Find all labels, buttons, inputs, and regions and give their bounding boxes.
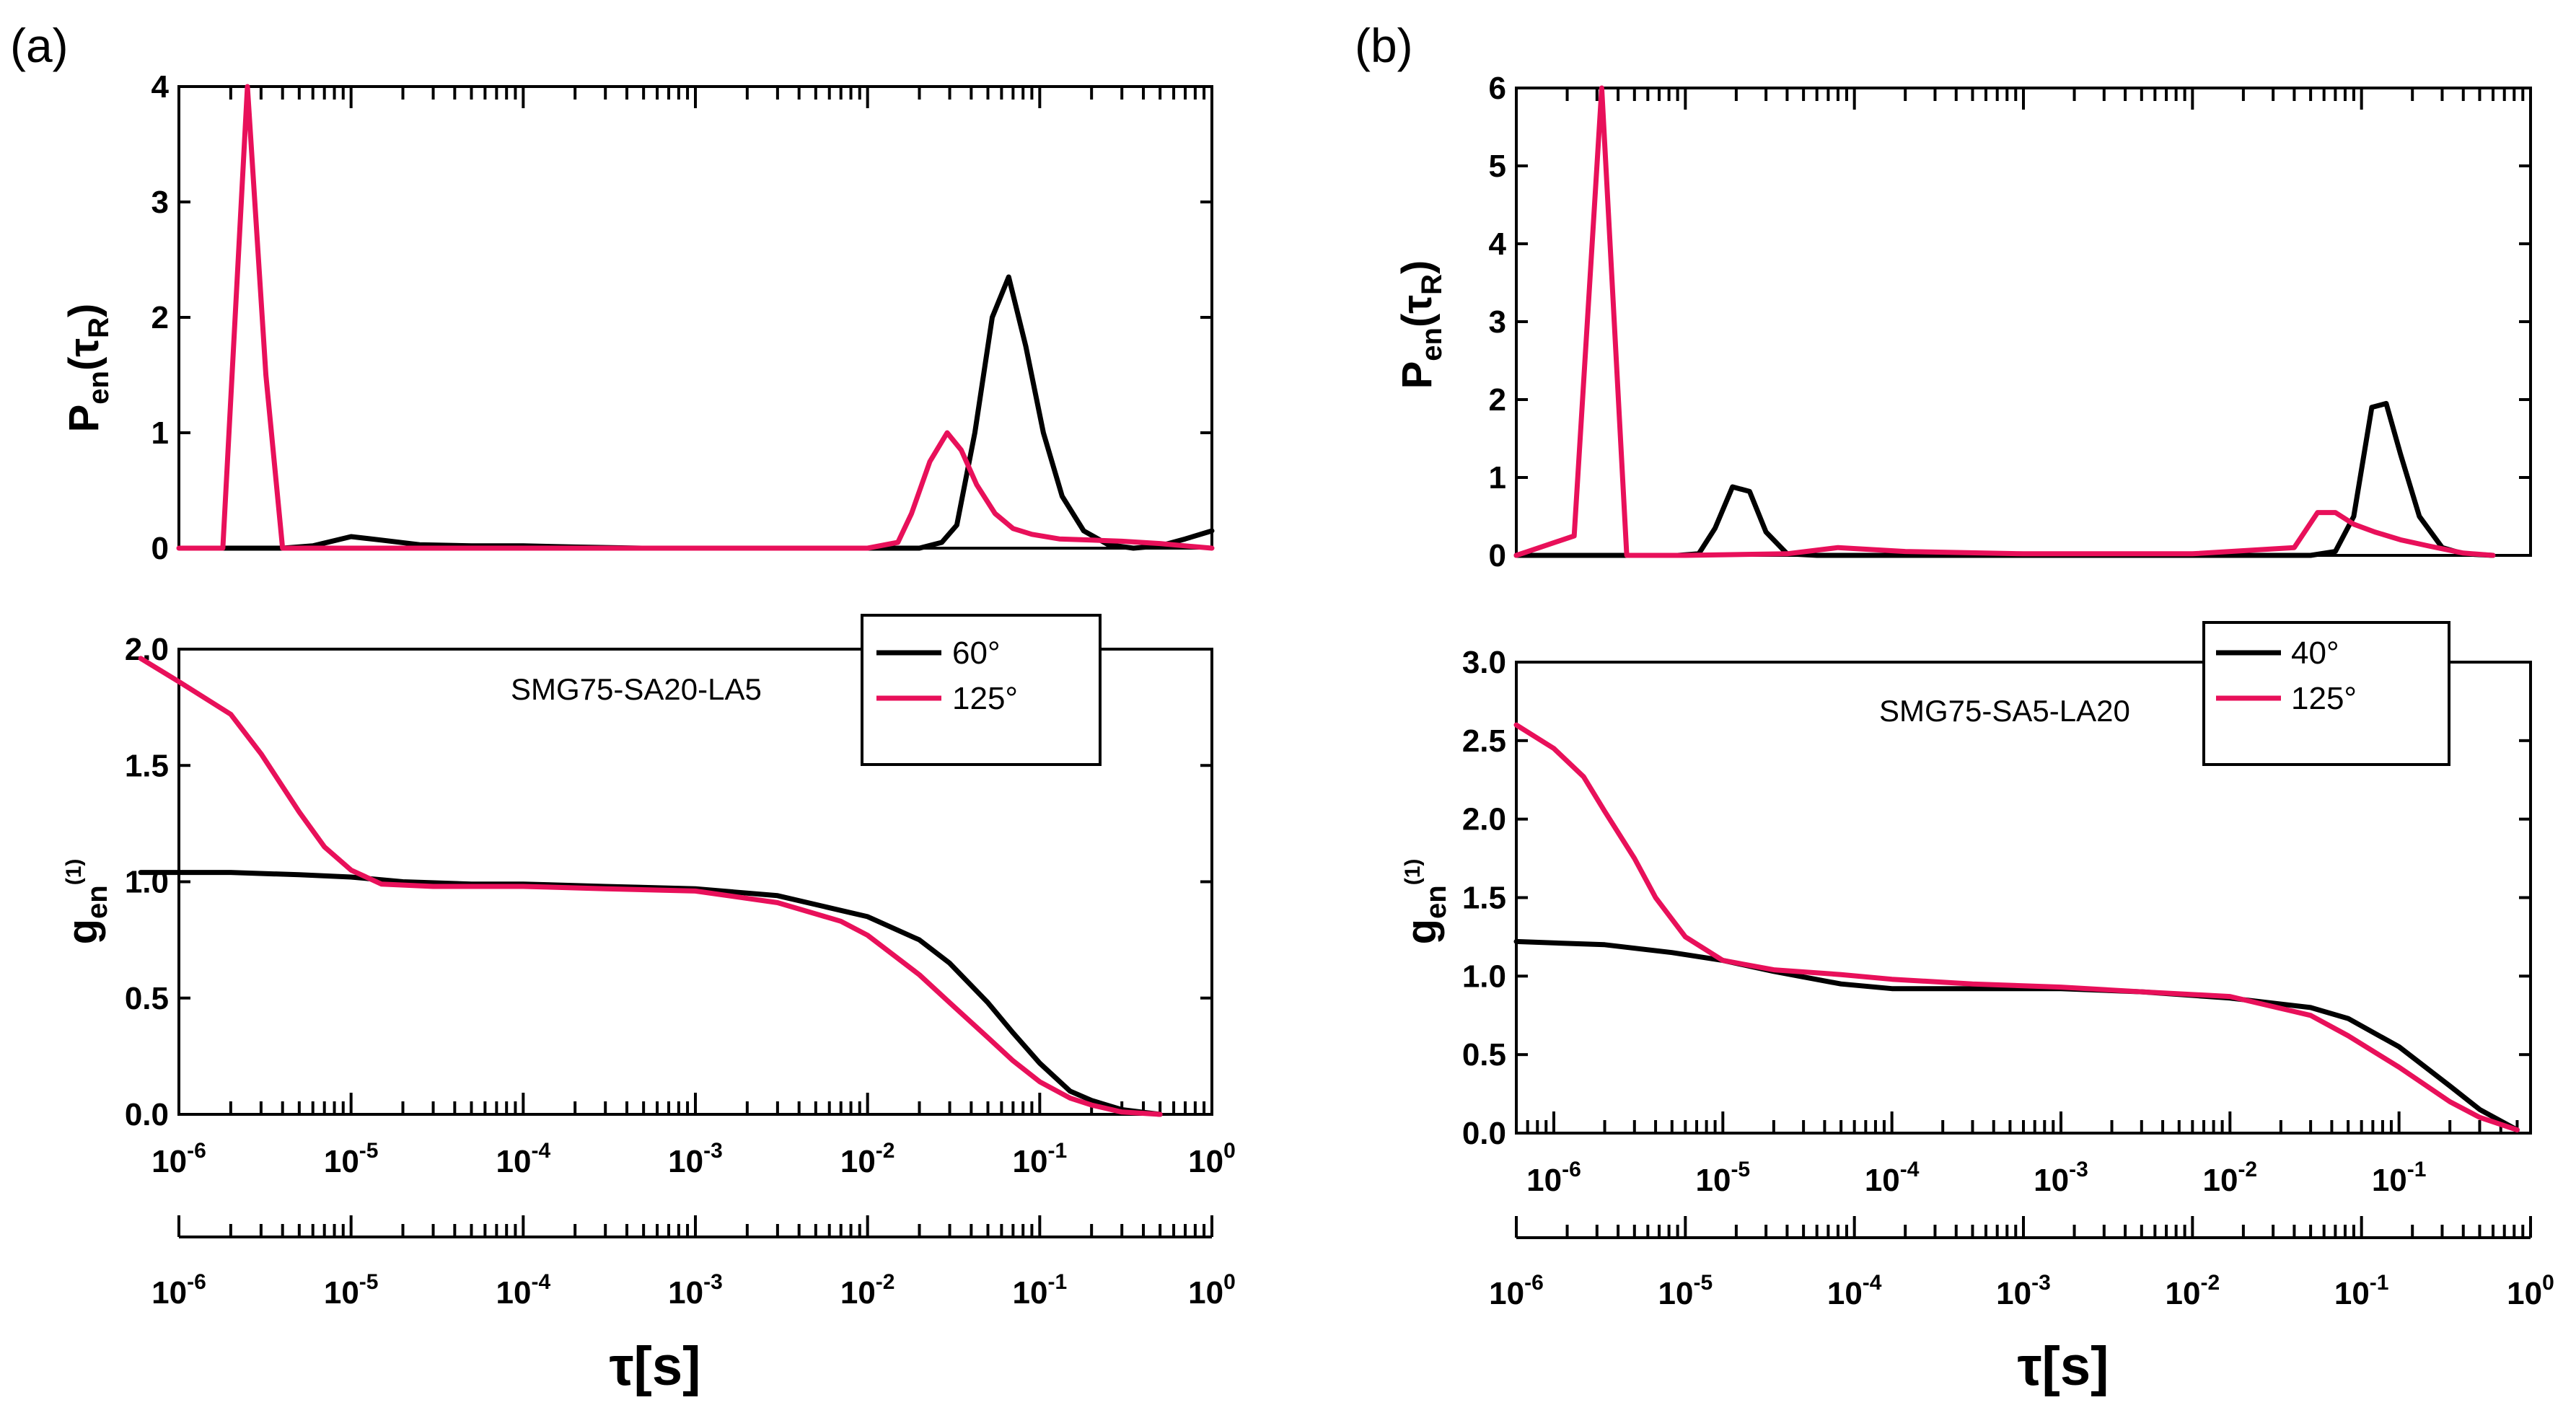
panel-b-top-y-tick-label: 1 [1489, 460, 1506, 496]
panel-b-top-y-tick-label: 6 [1489, 71, 1506, 106]
panel-a-bottom-x-tick-label: 10-6 [151, 1139, 206, 1179]
panel-a-top-series [176, 84, 1215, 551]
panel-b-top-y-tick-label: 5 [1489, 149, 1506, 184]
panel-b-top-series-0 [1513, 400, 2496, 558]
panel-b: (b) 0 1 2 3 4 5 6 Pen(τR) 0.0 0.5 1.0 1.5 2.0 2.5 3.… [1355, 19, 2554, 1397]
panel-b-bottom-y-tick-label: 1.0 [1462, 959, 1506, 994]
panel-b-legend: 40° 125° [2202, 621, 2450, 766]
panel-b-top-series [1513, 85, 2496, 558]
panel-a-sample-name: SMG75-SA20-LA5 [511, 672, 762, 706]
panel-a-top-y-tick-label: 3 [151, 185, 169, 220]
panel-a-bottom-y-tick-label: 1.5 [125, 748, 169, 783]
panel-b-bottom-x-tick-label: 10-4 [1865, 1158, 1920, 1198]
panel-b-bottom-y-axis: 0.0 0.5 1.0 1.5 2.0 2.5 3.0 [1462, 645, 2531, 1151]
panel-a-label: (a) [10, 19, 69, 72]
panel-b-top-y-tick-label: 3 [1489, 304, 1506, 340]
panel-a-tau-tick-label: 10-3 [668, 1270, 723, 1311]
panel-a-legend-label-125: 125° [952, 681, 1018, 716]
panel-a-bottom-x-tick-label: 10-4 [496, 1139, 551, 1179]
panel-b-tau-tick-label: 10-2 [2166, 1271, 2220, 1311]
panel-b-tau-tick-label: 10-1 [2334, 1271, 2389, 1311]
panel-b-bottom-x-tick-label: 10-2 [2202, 1158, 2257, 1198]
panel-a-bottom-series [138, 656, 1163, 1117]
panel-b-top-y-tick-label: 0 [1489, 538, 1506, 573]
panel-b-top-y-tick-label: 4 [1489, 226, 1507, 262]
panel-a-top-y-tick-label: 2 [151, 300, 169, 335]
panel-b-bottom-x-tick-label: 10-1 [2372, 1158, 2427, 1198]
panel-b-tau-tick-label: 100 [2507, 1271, 2554, 1311]
panel-a-bottom-y-axis: 0.00.51.01.52.0 [125, 632, 1212, 1132]
panel-b-tau-tick-label: 10-5 [1658, 1271, 1713, 1311]
panel-a-bottom-x-tick-label: 10-2 [840, 1139, 895, 1179]
panel-a-bottom-y-tick-label: 1.0 [125, 865, 169, 900]
panel-a-xlabel: τ[s] [610, 1336, 701, 1397]
panel-a-tau-tick-label: 100 [1188, 1270, 1236, 1311]
panel-b-bottom-series-1 [1513, 722, 2520, 1133]
panel-a-tau-tick-label: 10-4 [496, 1270, 551, 1311]
panel-a-legend-label-60: 60° [952, 635, 1001, 671]
panel-a-top-y-tick-label: 0 [151, 531, 169, 566]
panel-b-tau-axis: 10-6 10-5 10-4 10-3 10-2 10-1 100 [1489, 1216, 2554, 1311]
panel-b-top-ylabel: Pen(τR) [1394, 260, 1448, 389]
panel-b-bottom-y-tick-label: 3.0 [1462, 645, 1506, 680]
panel-b-tau-tick-label: 10-4 [1827, 1271, 1882, 1311]
panel-b-xlabel: τ[s] [2018, 1336, 2109, 1397]
panel-b-bottom-y-tick-label: 2.5 [1462, 723, 1506, 759]
panel-b-bottom-y-tick-label: 0.5 [1462, 1037, 1506, 1073]
panel-a-bottom-x-tick-label: 10-5 [324, 1139, 379, 1179]
panel-a-bottom-series-1 [138, 656, 1163, 1117]
panel-a-top-x-ticks [177, 87, 1213, 108]
panel-a-top-y-tick-label: 4 [151, 69, 170, 105]
panel-b-label: (b) [1355, 19, 1413, 72]
panel-b-bottom-x-tick-label: 10-3 [2034, 1158, 2088, 1198]
panel-a-bottom-x-tick-label: 100 [1188, 1139, 1236, 1179]
panel-b-top-x-ticks [1515, 88, 2532, 110]
panel-b-top-series-1 [1513, 85, 2496, 558]
panel-a-bottom-series-0 [138, 870, 1163, 1117]
panel-a-tau-tick-label: 10-6 [151, 1270, 206, 1311]
panel-a-bottom-x-axis: 10-6 10-5 10-4 10-3 10-2 10-1 100 [151, 1093, 1236, 1179]
panel-b-bottom-ylabel: gen(1) [1398, 859, 1452, 945]
panel-a-bottom-y-tick-label: 0.0 [125, 1097, 169, 1132]
panel-b-bottom-x-tick-label: 10-5 [1695, 1158, 1750, 1198]
panel-a-tau-axis: 10-6 10-5 10-4 10-3 10-2 10-1 100 [151, 1215, 1236, 1311]
panel-a-bottom-ylabel: gen(1) [59, 859, 113, 945]
panel-a-bottom-y-tick-label: 0.5 [125, 981, 169, 1016]
panel-a-legend-box [861, 614, 1102, 766]
panel-b-bottom-y-tick-label: 2.0 [1462, 802, 1506, 837]
panel-b-tau-tick-label: 10-6 [1489, 1271, 1544, 1311]
panel-b-top-y-axis: 0 1 2 3 4 5 6 [1489, 71, 2531, 573]
panel-b-bottom-y-tick-label: 0.0 [1462, 1116, 1506, 1151]
panel-b-bottom-y-tick-label: 1.5 [1462, 881, 1506, 916]
panel-a-legend: 60° 125° [861, 614, 1102, 766]
panel-a-bottom-x-tick-label: 10-3 [668, 1139, 723, 1179]
panel-a-top-series-1 [176, 84, 1215, 551]
panel-a-tau-tick-label: 10-1 [1013, 1270, 1068, 1311]
panel-b-legend-label-40: 40° [2291, 635, 2339, 671]
panel-b-sample-name: SMG75-SA5-LA20 [1879, 694, 2130, 728]
panel-b-bottom-x-tick-label: 10-6 [1526, 1158, 1581, 1198]
panel-a-top-series-0 [190, 274, 1215, 551]
panel-b-top-frame [1515, 87, 2532, 557]
panel-b-top-y-tick-label: 2 [1489, 382, 1506, 418]
panel-a-top-y-axis: 0 1 2 3 4 [151, 69, 1212, 566]
panel-b-bottom-series-0 [1513, 938, 2520, 1133]
panel-b-tau-tick-label: 10-3 [1996, 1271, 2051, 1311]
panel-b-bottom-x-axis: 10-6 10-5 10-4 10-3 10-2 10-1 [1515, 1111, 2532, 1198]
panel-b-legend-label-125: 125° [2291, 681, 2357, 716]
panel-a-tau-tick-label: 10-2 [840, 1270, 895, 1311]
panel-a-bottom-x-tick-label: 10-1 [1013, 1139, 1068, 1179]
panel-a-top-ylabel: Pen(τR) [61, 304, 115, 433]
panel-a-top-y-tick-label: 1 [151, 415, 169, 451]
panel-b-legend-box [2202, 621, 2450, 766]
panel-a-tau-tick-label: 10-5 [324, 1270, 379, 1311]
panel-b-bottom-series [1513, 722, 2520, 1133]
